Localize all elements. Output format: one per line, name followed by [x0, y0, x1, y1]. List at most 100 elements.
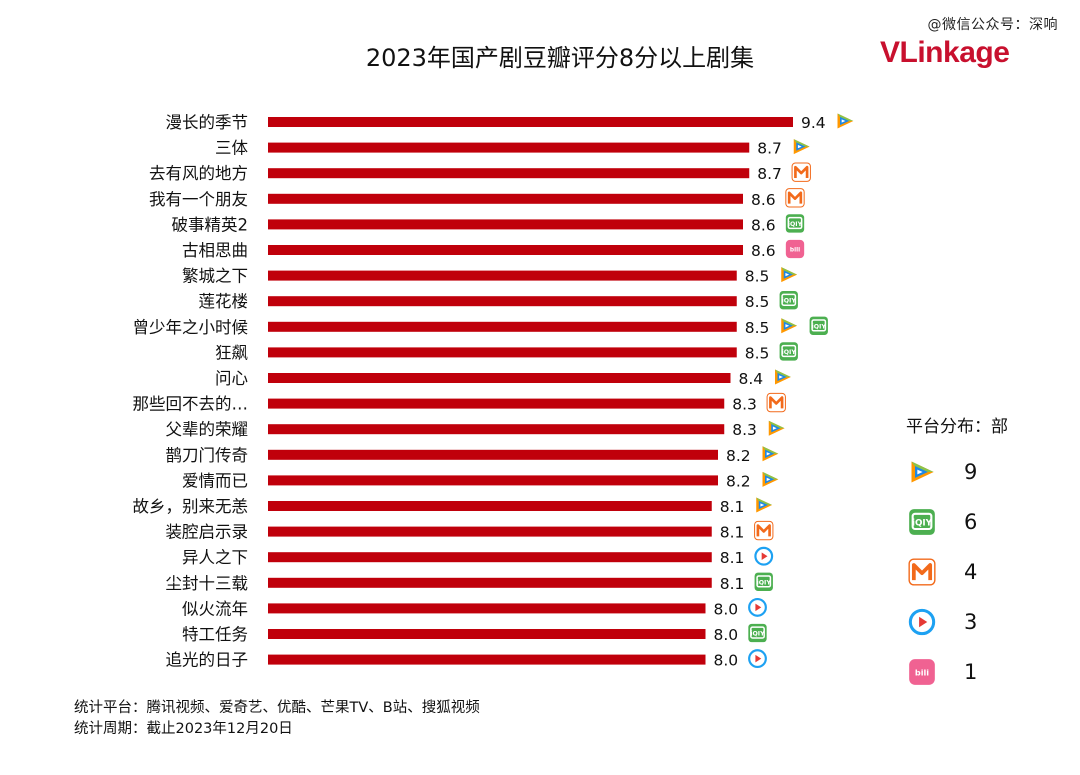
svg-text:iQIY: iQIY — [757, 579, 772, 586]
category-label: 莲花楼 — [199, 292, 249, 311]
value-label: 8.2 — [726, 447, 751, 465]
tencent-video-icon — [911, 461, 934, 483]
value-label: 8.7 — [757, 140, 782, 158]
category-label: 我有一个朋友 — [149, 190, 248, 209]
bilibili-icon: bili — [909, 659, 935, 685]
category-label: 问心 — [215, 369, 248, 388]
legend-title: 平台分布：部 — [906, 417, 1008, 437]
value-label: 8.0 — [714, 600, 739, 618]
mango-tv-icon — [908, 558, 936, 586]
iqiyi-icon: iQIY — [909, 509, 935, 535]
bar — [268, 142, 750, 153]
iqiyi-icon: iQIY — [748, 623, 767, 643]
category-label: 装腔启示录 — [166, 523, 249, 542]
legend-item-youku: 3 — [906, 597, 1066, 647]
category-label: 鹊刀门传奇 — [166, 446, 249, 465]
svg-text:iQIY: iQIY — [788, 221, 803, 228]
bar — [268, 117, 793, 127]
value-label: 8.2 — [726, 472, 751, 490]
category-label: 尘封十三载 — [166, 574, 249, 593]
tencent-video-icon — [762, 446, 779, 462]
tencent-video-icon — [793, 139, 810, 155]
bar — [268, 424, 725, 435]
bar — [268, 168, 750, 179]
iqiyi-icon: iQIY — [909, 509, 935, 535]
bar — [268, 526, 712, 537]
footer: 统计平台：腾讯视频、爱奇艺、优酷、芒果TV、B站、搜狐视频 统计周期：截止202… — [74, 698, 480, 740]
vlinkage-logo: VLinkage — [880, 36, 1010, 69]
tencent-video-icon — [775, 369, 791, 385]
category-label: 故乡，别来无恙 — [133, 497, 249, 516]
legend-item-mango: 4 — [906, 547, 1066, 597]
legend-item-tencent: 9 — [906, 447, 1066, 497]
bar — [268, 603, 706, 614]
bar — [268, 373, 731, 383]
bar — [268, 321, 737, 332]
category-label: 追光的日子 — [166, 651, 249, 670]
bar — [268, 398, 725, 409]
value-label: 8.6 — [751, 216, 776, 234]
category-label: 漫长的季节 — [166, 113, 249, 132]
value-label: 8.1 — [720, 524, 745, 542]
category-label: 特工任务 — [182, 625, 248, 644]
value-label: 8.1 — [720, 575, 745, 593]
youku-icon — [908, 608, 936, 636]
bilibili-icon: bili — [909, 659, 935, 685]
svg-text:bili: bili — [915, 668, 929, 678]
tencent-video-icon — [837, 113, 854, 129]
bar — [268, 475, 718, 486]
value-label: 9.4 — [801, 114, 826, 132]
category-label: 破事精英2 — [172, 215, 249, 234]
legend-count: 9 — [964, 460, 978, 484]
iqiyi-icon: iQIY — [785, 214, 805, 233]
watermark: @微信公众号：深响 — [927, 17, 1058, 33]
value-label: 8.4 — [739, 370, 764, 388]
bar — [268, 296, 737, 307]
bilibili-icon: bili — [785, 239, 805, 259]
svg-text:iQIY: iQIY — [912, 519, 933, 529]
category-label: 父辈的荣耀 — [166, 420, 249, 439]
mango-tv-icon — [791, 162, 811, 182]
category-label: 爱情而已 — [182, 471, 248, 490]
mango-tv-icon — [754, 520, 774, 541]
category-label: 曾少年之小时候 — [133, 318, 249, 337]
mango-tv-icon — [908, 558, 936, 586]
category-label: 异人之下 — [182, 548, 248, 567]
iqiyi-icon: iQIY — [809, 316, 828, 335]
value-label: 8.3 — [732, 396, 757, 414]
bar-chart: 漫长的季节 9.4 三体 8.7 去有风的地方 8.7 我有一个朋友 8.6 破事精英2 8.6 i… — [133, 113, 854, 670]
svg-text:iQIY: iQIY — [812, 323, 827, 330]
bar — [268, 245, 743, 255]
value-label: 8.5 — [745, 344, 770, 362]
chart-title: 2023年国产剧豆瓣评分8分以上剧集 — [365, 44, 755, 72]
legend-count: 4 — [964, 560, 978, 584]
value-label: 8.5 — [745, 268, 770, 286]
value-label: 8.6 — [751, 242, 776, 260]
iqiyi-icon: iQIY — [779, 291, 798, 310]
value-label: 8.0 — [714, 652, 739, 670]
tencent-video-icon — [911, 461, 934, 483]
legend-item-bilibili: bili 1 — [906, 647, 1066, 697]
youku-icon — [748, 649, 767, 669]
tencent-video-icon — [762, 471, 779, 487]
value-label: 8.1 — [720, 498, 745, 516]
category-label: 三体 — [215, 139, 249, 158]
svg-text:iQIY: iQIY — [750, 631, 765, 638]
tencent-video-icon — [768, 420, 785, 436]
bar — [268, 629, 706, 639]
bar — [268, 347, 737, 358]
iqiyi-icon: iQIY — [754, 572, 773, 591]
value-label: 8.3 — [732, 421, 757, 439]
category-label: 古相思曲 — [182, 241, 248, 260]
youku-icon — [754, 546, 774, 566]
value-label: 8.5 — [745, 319, 770, 337]
category-label: 繁城之下 — [182, 267, 248, 286]
legend-count: 3 — [964, 610, 978, 634]
mango-tv-icon — [785, 188, 805, 208]
category-label: 狂飙 — [215, 343, 248, 362]
category-label: 那些回不去的… — [133, 395, 249, 414]
bar — [268, 577, 712, 588]
legend-item-iqiyi: iQIY 6 — [906, 497, 1066, 547]
value-label: 8.6 — [751, 191, 776, 209]
bar — [268, 193, 743, 204]
